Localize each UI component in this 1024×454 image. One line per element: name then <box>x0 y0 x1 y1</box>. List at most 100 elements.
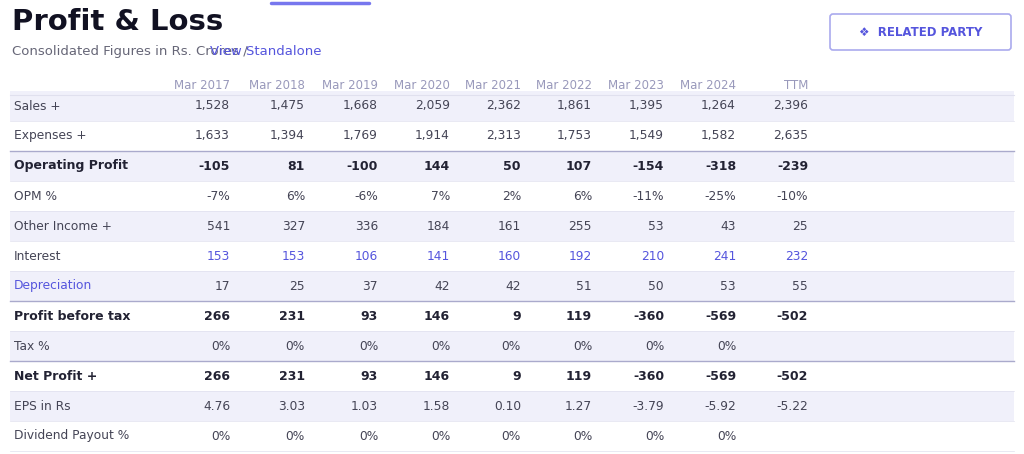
Text: 42: 42 <box>434 280 450 292</box>
Text: 9: 9 <box>512 310 521 322</box>
Text: 146: 146 <box>424 370 450 383</box>
Text: 1,914: 1,914 <box>415 129 450 143</box>
Text: -502: -502 <box>776 310 808 322</box>
Text: -6%: -6% <box>354 189 378 202</box>
Text: 1,769: 1,769 <box>343 129 378 143</box>
Text: 144: 144 <box>424 159 450 173</box>
Text: 2,362: 2,362 <box>486 99 521 113</box>
Text: 25: 25 <box>793 219 808 232</box>
Text: 1,668: 1,668 <box>343 99 378 113</box>
Text: Mar 2020: Mar 2020 <box>394 79 450 92</box>
Text: 93: 93 <box>360 370 378 383</box>
Text: -360: -360 <box>633 310 664 322</box>
Text: Interest: Interest <box>14 250 61 262</box>
Text: Sales +: Sales + <box>14 99 60 113</box>
Bar <box>10 331 1014 361</box>
Text: 17: 17 <box>214 280 230 292</box>
Text: View Standalone: View Standalone <box>210 45 322 58</box>
Text: 6%: 6% <box>572 189 592 202</box>
Text: 50: 50 <box>504 159 521 173</box>
Text: 2,635: 2,635 <box>773 129 808 143</box>
Text: 0.10: 0.10 <box>494 400 521 413</box>
Text: 119: 119 <box>566 370 592 383</box>
Text: 1,394: 1,394 <box>270 129 305 143</box>
Text: -5.92: -5.92 <box>705 400 736 413</box>
Text: 55: 55 <box>793 280 808 292</box>
Text: Net Profit +: Net Profit + <box>14 370 97 383</box>
Text: 53: 53 <box>720 280 736 292</box>
Text: TTM: TTM <box>783 79 808 92</box>
Bar <box>10 361 1014 391</box>
Text: 1.03: 1.03 <box>351 400 378 413</box>
Text: 153: 153 <box>282 250 305 262</box>
Text: 336: 336 <box>354 219 378 232</box>
Text: 1,633: 1,633 <box>196 129 230 143</box>
Text: 232: 232 <box>784 250 808 262</box>
Text: -569: -569 <box>705 370 736 383</box>
Text: -239: -239 <box>777 159 808 173</box>
Text: 231: 231 <box>279 370 305 383</box>
Text: Profit & Loss: Profit & Loss <box>12 8 223 36</box>
Text: -25%: -25% <box>705 189 736 202</box>
Text: 25: 25 <box>290 280 305 292</box>
Text: Mar 2021: Mar 2021 <box>465 79 521 92</box>
Text: 0%: 0% <box>286 340 305 352</box>
Text: -569: -569 <box>705 310 736 322</box>
Text: 0%: 0% <box>211 429 230 443</box>
Text: Expenses +: Expenses + <box>14 129 86 143</box>
Text: 81: 81 <box>288 159 305 173</box>
Text: -360: -360 <box>633 370 664 383</box>
Bar <box>10 271 1014 301</box>
Text: 0%: 0% <box>431 429 450 443</box>
Text: Dividend Payout %: Dividend Payout % <box>14 429 129 443</box>
Text: -105: -105 <box>199 159 230 173</box>
Bar <box>10 91 1014 121</box>
Text: 210: 210 <box>641 250 664 262</box>
Text: 0%: 0% <box>717 340 736 352</box>
Text: -100: -100 <box>347 159 378 173</box>
Text: 0%: 0% <box>358 429 378 443</box>
Text: 0%: 0% <box>358 340 378 352</box>
Text: OPM %: OPM % <box>14 189 57 202</box>
Text: 1,861: 1,861 <box>557 99 592 113</box>
Text: 0%: 0% <box>211 340 230 352</box>
Text: 541: 541 <box>207 219 230 232</box>
Text: 161: 161 <box>498 219 521 232</box>
Text: Mar 2019: Mar 2019 <box>322 79 378 92</box>
Text: 107: 107 <box>565 159 592 173</box>
Text: 51: 51 <box>577 280 592 292</box>
Text: 266: 266 <box>204 370 230 383</box>
Bar <box>10 211 1014 241</box>
Text: 106: 106 <box>354 250 378 262</box>
Bar <box>10 151 1014 181</box>
Text: 2,313: 2,313 <box>486 129 521 143</box>
Text: 1,753: 1,753 <box>557 129 592 143</box>
Text: 42: 42 <box>506 280 521 292</box>
Text: 93: 93 <box>360 310 378 322</box>
Text: Mar 2023: Mar 2023 <box>608 79 664 92</box>
Text: 327: 327 <box>282 219 305 232</box>
Text: 0%: 0% <box>645 340 664 352</box>
Text: 0%: 0% <box>572 340 592 352</box>
Bar <box>10 301 1014 331</box>
Text: 1.27: 1.27 <box>565 400 592 413</box>
Text: 1,582: 1,582 <box>700 129 736 143</box>
Text: 3.03: 3.03 <box>278 400 305 413</box>
Text: 160: 160 <box>498 250 521 262</box>
Text: 2,059: 2,059 <box>415 99 450 113</box>
Text: 141: 141 <box>427 250 450 262</box>
Text: 9: 9 <box>512 370 521 383</box>
Text: 4.76: 4.76 <box>203 400 230 413</box>
Text: 1,395: 1,395 <box>629 99 664 113</box>
Text: 2%: 2% <box>502 189 521 202</box>
Text: 0%: 0% <box>717 429 736 443</box>
Text: 231: 231 <box>279 310 305 322</box>
Text: 119: 119 <box>566 310 592 322</box>
Text: -318: -318 <box>705 159 736 173</box>
Text: 255: 255 <box>568 219 592 232</box>
Text: 1,528: 1,528 <box>195 99 230 113</box>
Text: -11%: -11% <box>633 189 664 202</box>
Text: 146: 146 <box>424 310 450 322</box>
Text: 37: 37 <box>362 280 378 292</box>
Text: 0%: 0% <box>572 429 592 443</box>
